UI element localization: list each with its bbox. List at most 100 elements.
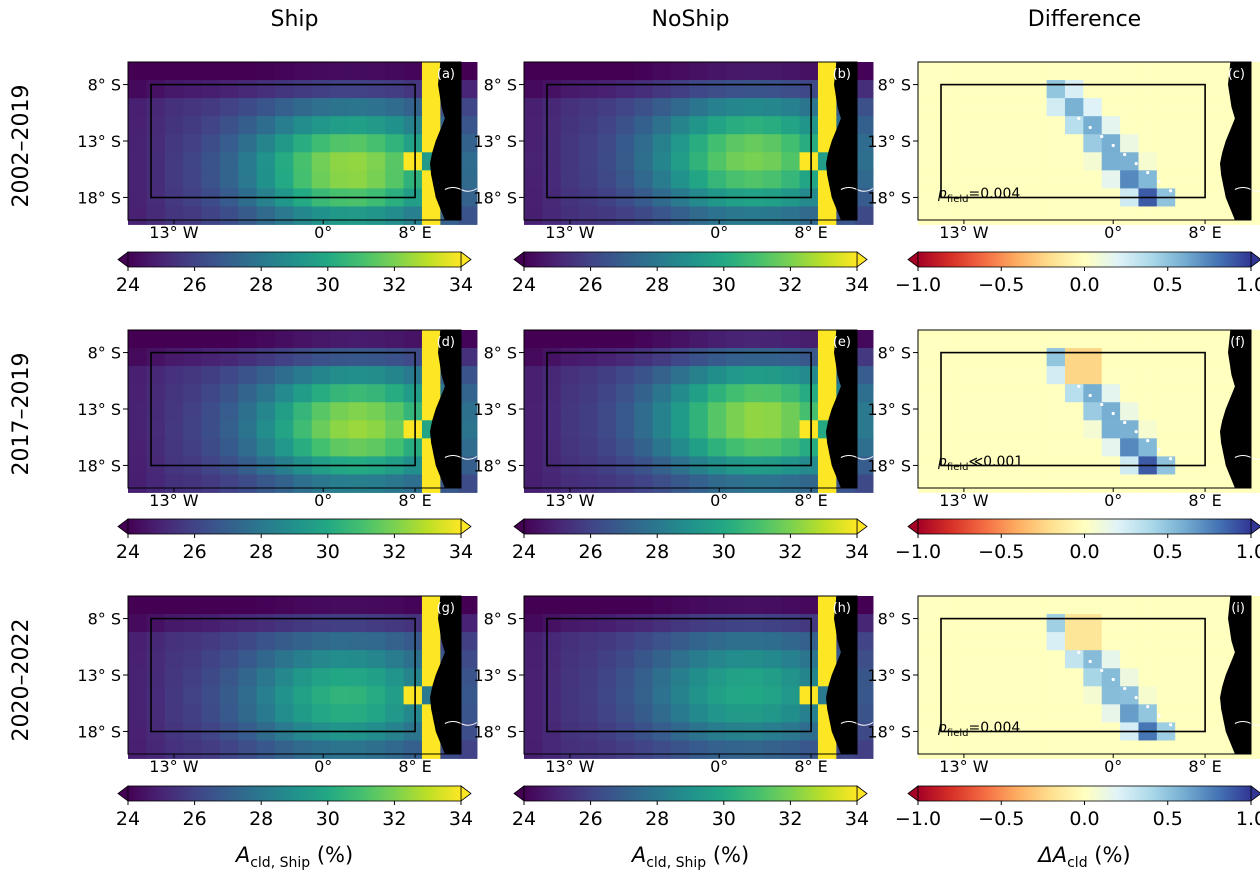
grid-cell: [615, 348, 635, 367]
grid-cell: [348, 366, 368, 385]
grid-cell: [615, 596, 635, 615]
grid-cell: [579, 614, 598, 633]
grid-cell: [689, 474, 709, 493]
grid-cell: [421, 330, 441, 349]
grid-cell: [689, 632, 709, 651]
lat-tick-label: 8° S: [878, 344, 911, 363]
grid-cell: [128, 632, 147, 651]
colorbar-extend-low: [117, 518, 129, 535]
grid-cell: [128, 686, 147, 705]
grid-cell: [1083, 632, 1103, 651]
p-field-label: pfield=0.004: [937, 720, 1020, 739]
colorbar-axis-label-2: ΔAcld (%): [1036, 843, 1130, 871]
column-title-noship: NoShip: [652, 7, 730, 32]
grid-cell: [1156, 134, 1176, 153]
grid-cell: [1064, 596, 1084, 615]
grid-cell: [1046, 80, 1066, 99]
grid-cell: [1083, 474, 1103, 493]
grid-cell: [1028, 170, 1047, 189]
colorbar-tick-label: 26: [183, 808, 207, 830]
grid-cell: [1009, 384, 1029, 403]
map-panel-c: (c) pfield=0.004: [917, 61, 1260, 225]
grid-cell: [1138, 740, 1158, 759]
grid-cell: [670, 206, 690, 225]
grid-cell: [689, 62, 709, 81]
land-mask: [1220, 330, 1251, 488]
colorbar-tick-label: 24: [116, 274, 140, 296]
grid-cell: [128, 348, 147, 367]
grid-cell: [293, 650, 313, 669]
grid-cell: [348, 134, 368, 153]
grid-cell: [799, 402, 819, 421]
grid-cell: [1083, 438, 1103, 457]
grid-cell: [1009, 116, 1029, 135]
grid-cell: [128, 596, 147, 615]
grid-cell: [293, 420, 313, 439]
grid-cell: [799, 134, 819, 153]
grid-cell: [918, 170, 937, 189]
grid-cell: [403, 116, 423, 135]
panel-letter: (e): [833, 335, 851, 350]
grid-cell: [1138, 650, 1158, 669]
grid-cell: [164, 98, 184, 117]
grid-cell: [726, 704, 745, 723]
colorbar-tick-label: 0.0: [1069, 541, 1099, 563]
lon-tick-label: 8° E: [398, 491, 431, 510]
grid-cell: [1028, 650, 1047, 669]
colorbar-extend-high: [460, 251, 472, 268]
grid-cell: [1156, 170, 1176, 189]
grid-cell: [1211, 348, 1231, 367]
grid-cell: [128, 62, 147, 81]
grid-cell: [597, 420, 617, 439]
grid-cell: [954, 152, 974, 171]
grid-cell: [918, 134, 937, 153]
grid-cell: [579, 632, 598, 651]
lon-tick-label: 13° W: [939, 491, 988, 510]
grid-cell: [201, 384, 221, 403]
grid-cell: [201, 650, 221, 669]
grid-cell: [560, 330, 580, 349]
grid-cell: [689, 686, 709, 705]
grid-cell: [634, 348, 653, 367]
grid-cell: [1193, 170, 1213, 189]
grid-cell: [1120, 740, 1139, 759]
significance-dot: [1146, 171, 1150, 175]
grid-cell: [1028, 704, 1047, 723]
grid-cell: [1156, 740, 1176, 759]
colorbar-difference-0: −1.0 −0.5 0.0 0.5 1.0: [895, 251, 1260, 296]
grid-cell: [954, 170, 974, 189]
grid-cell: [348, 98, 368, 117]
grid-cell: [1156, 402, 1176, 421]
grid-cell: [918, 632, 937, 651]
grid-cell: [183, 596, 202, 615]
grid-cell: [1028, 668, 1047, 687]
grid-cell: [1248, 134, 1260, 153]
grid-cell: [854, 62, 874, 81]
grid-cell: [164, 80, 184, 99]
grid-cell: [1028, 596, 1047, 615]
grid-cell: [1083, 384, 1103, 403]
grid-cell: [311, 438, 331, 457]
grid-cell: [744, 650, 764, 669]
grid-cell: [1248, 456, 1260, 475]
grid-cell: [579, 348, 598, 367]
grid-cell: [936, 686, 956, 705]
grid-cell: [1138, 348, 1158, 367]
grid-cell: [560, 704, 580, 723]
grid-cell: [146, 596, 166, 615]
grid-cell: [1083, 366, 1103, 385]
lat-tick-label: 18° S: [77, 188, 121, 207]
grid-cell: [183, 686, 202, 705]
grid-cell: [817, 330, 837, 349]
grid-cell: [542, 614, 562, 633]
lat-tick-label: 13° S: [473, 132, 517, 151]
grid-cell: [1120, 170, 1139, 189]
lon-tick-label: 8° E: [398, 757, 431, 776]
grid-cell: [403, 330, 423, 349]
land-mask: [430, 330, 461, 488]
grid-cell: [670, 170, 690, 189]
grid-cell: [385, 348, 404, 367]
grid-cell: [991, 740, 1011, 759]
grid-cell: [762, 402, 782, 421]
grid-cell: [615, 80, 635, 99]
